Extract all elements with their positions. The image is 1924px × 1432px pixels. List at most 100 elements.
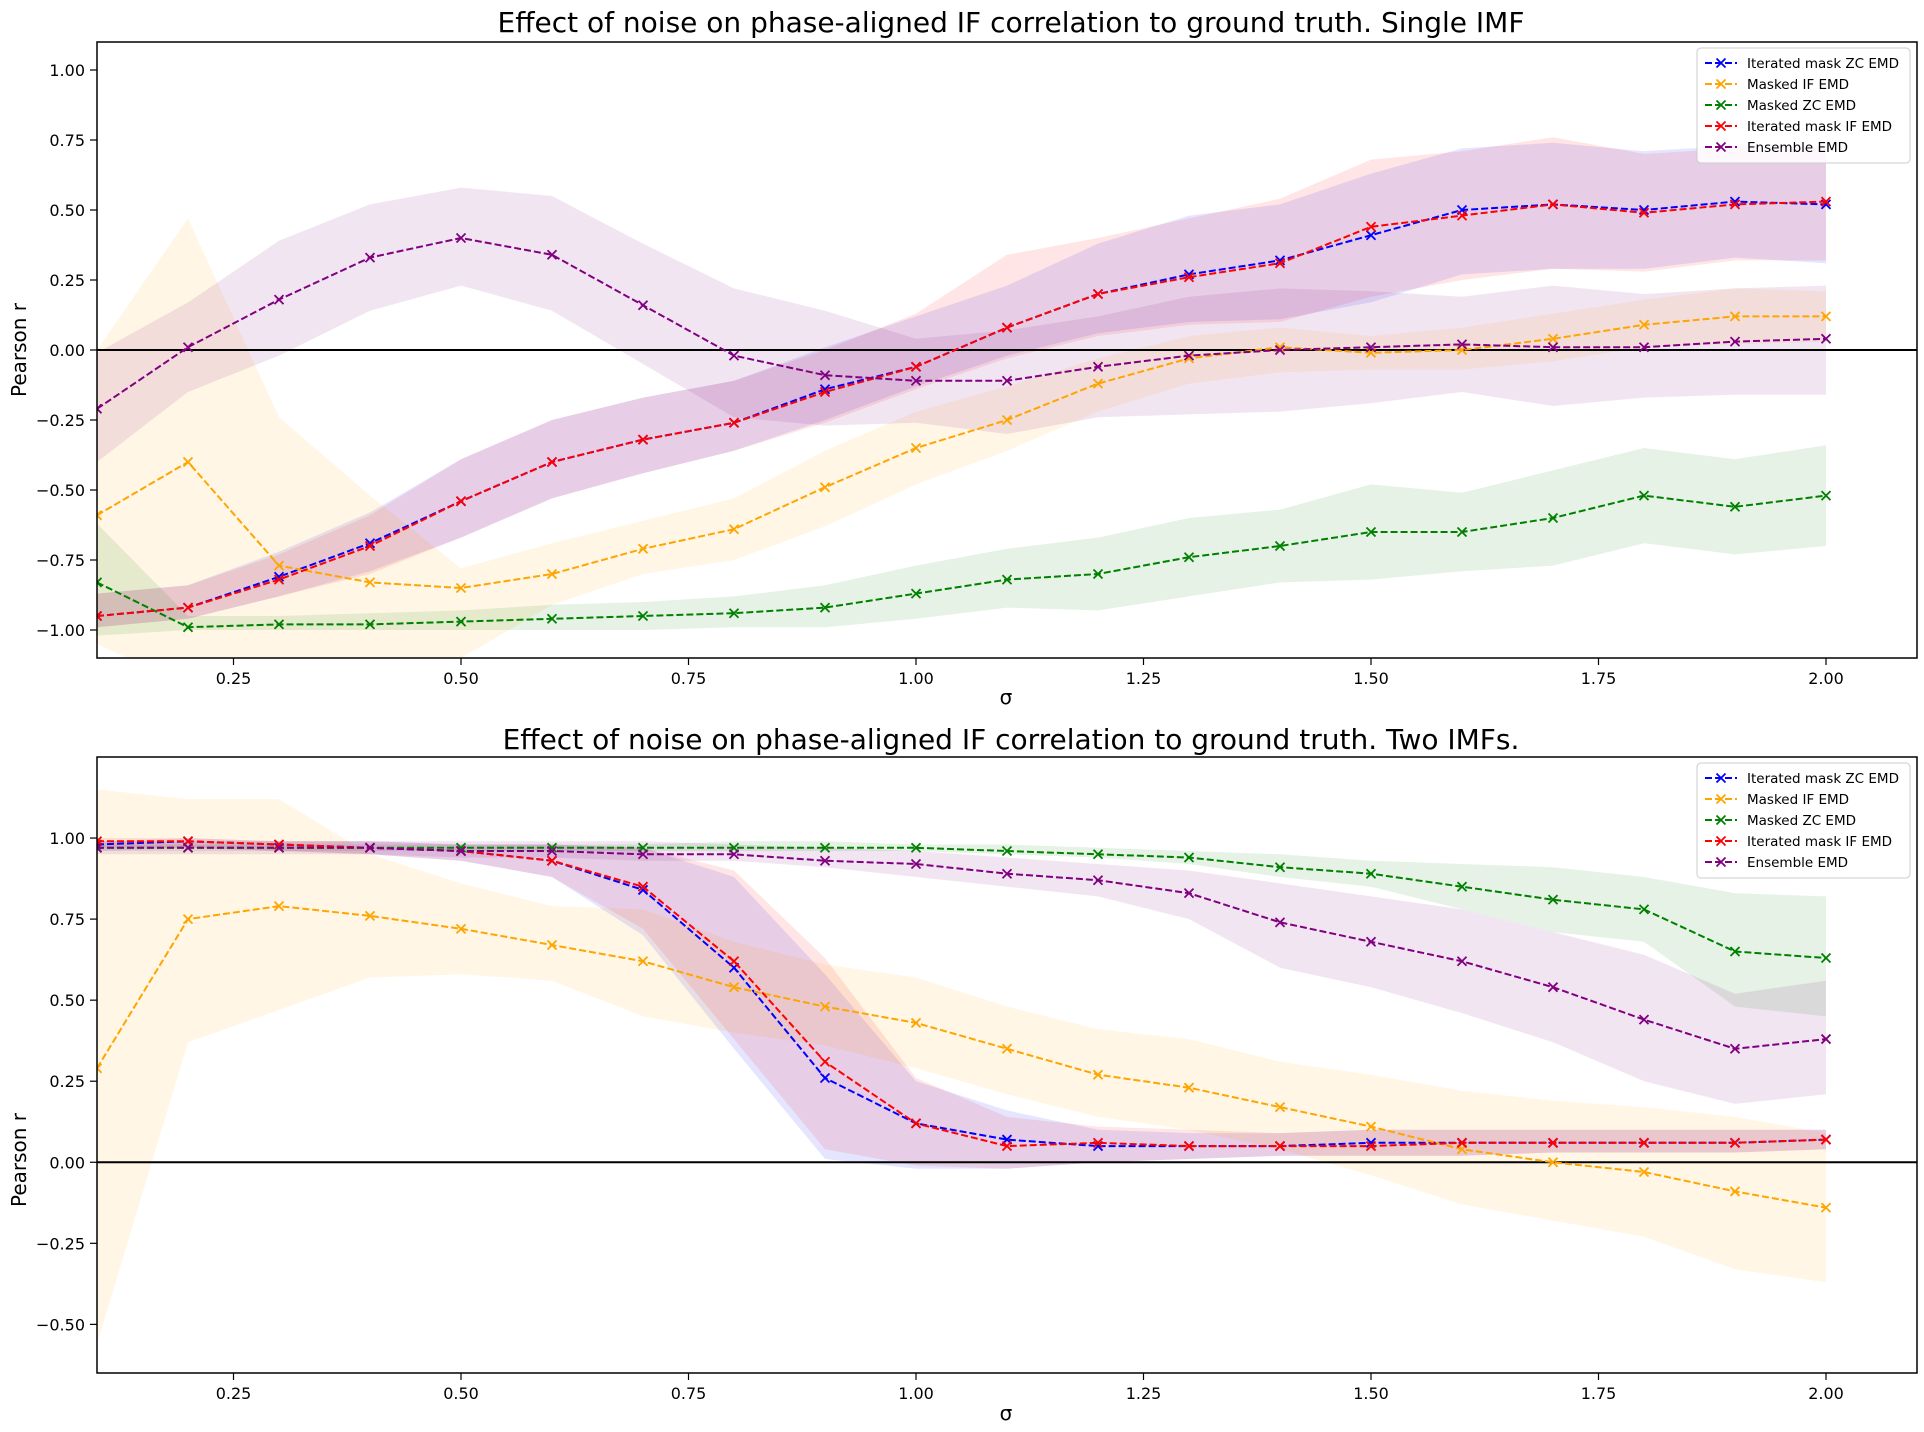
data-point: [1638, 1166, 1650, 1178]
legend-label: Iterated mask ZC EMD: [1747, 771, 1899, 787]
legend-label: Masked IF EMD: [1747, 77, 1849, 93]
data-point: [1092, 875, 1104, 886]
data-point: [910, 442, 922, 454]
data-point: [455, 496, 467, 507]
legend-label: Iterated mask IF EMD: [1747, 119, 1892, 135]
data-point: [1365, 342, 1377, 353]
y-axis-label: Pearson r: [7, 1112, 31, 1207]
x-tick-label: 1.75: [1581, 669, 1617, 688]
data-point: [1092, 378, 1104, 389]
x-tick-label: 2.00: [1808, 669, 1844, 688]
x-tick-label: 0.75: [671, 669, 707, 688]
data-point: [1274, 255, 1286, 266]
data-point: [364, 577, 376, 588]
y-tick-label: 0.75: [49, 910, 85, 929]
data-point: [546, 568, 558, 580]
x-tick-label: 1.00: [898, 1384, 934, 1403]
data-point: [1547, 333, 1559, 344]
data-point: [364, 842, 376, 853]
y-tick-label: 0.25: [49, 271, 85, 290]
confidence-band: [97, 838, 1826, 1169]
y-tick-label: 0.00: [49, 341, 85, 360]
confidence-band: [97, 187, 1826, 462]
data-point: [546, 939, 558, 951]
data-point: [1547, 894, 1559, 905]
data-point: [364, 252, 376, 263]
data-point: [1365, 1121, 1377, 1132]
data-point: [455, 232, 467, 244]
data-point: [1365, 1140, 1377, 1152]
series-line: [97, 236, 1827, 410]
data-point: [1183, 272, 1195, 283]
plot-area: [97, 137, 1917, 658]
confidence-band: [97, 841, 1826, 1104]
confidence-band: [97, 841, 1826, 1017]
data-point: [1456, 1137, 1468, 1148]
data-point: [1729, 946, 1741, 957]
data-point: [1456, 881, 1468, 892]
data-point: [1274, 540, 1286, 552]
data-point: [1274, 862, 1286, 873]
data-point: [546, 456, 558, 468]
data-point: [1547, 1157, 1559, 1168]
data-point: [728, 350, 740, 361]
data-point: [182, 602, 194, 613]
data-point: [910, 375, 922, 386]
y-tick-label: −0.75: [36, 551, 85, 570]
data-point: [273, 574, 285, 585]
data-point: [1547, 982, 1559, 993]
data-point: [1638, 319, 1650, 330]
data-point: [1001, 414, 1013, 426]
legend-label: Ensemble EMD: [1747, 140, 1848, 156]
data-point: [637, 434, 649, 445]
legend-label: Iterated mask ZC EMD: [1747, 56, 1899, 72]
data-point: [819, 1001, 831, 1012]
series-line: [97, 494, 1827, 629]
data-point: [1274, 1140, 1286, 1152]
series-line: [97, 846, 1827, 1050]
y-tick-label: −0.25: [36, 411, 85, 430]
data-point: [637, 956, 649, 967]
y-tick-label: −1.00: [36, 621, 85, 640]
data-point: [910, 361, 922, 372]
data-point: [1729, 1137, 1741, 1148]
data-point: [1638, 342, 1650, 353]
y-tick-label: −0.50: [36, 1315, 85, 1334]
legend-label: Masked ZC EMD: [1747, 813, 1856, 829]
data-point: [1638, 1137, 1650, 1148]
series-line: [97, 905, 1827, 1209]
data-point: [97, 1063, 103, 1074]
legend-marker: [1715, 57, 1727, 69]
data-point: [1092, 1137, 1104, 1148]
data-point: [637, 884, 649, 896]
y-tick-label: −0.50: [36, 481, 85, 500]
data-point: [1183, 350, 1195, 361]
data-point: [637, 610, 649, 622]
x-tick-label: 0.25: [216, 1384, 252, 1403]
legend-marker: [1715, 814, 1727, 826]
data-point: [1274, 258, 1286, 269]
data-point: [1001, 574, 1013, 585]
data-point: [182, 913, 194, 925]
data-point: [1729, 1043, 1741, 1054]
data-point: [1183, 888, 1195, 899]
data-point: [1456, 339, 1468, 350]
data-point: [273, 619, 285, 630]
data-point: [1092, 568, 1104, 580]
data-point: [1547, 199, 1559, 210]
data-point: [1820, 1033, 1832, 1045]
data-point: [97, 510, 103, 521]
legend: Iterated mask ZC EMD Masked IF EMD Masked …: [1696, 47, 1911, 164]
data-point: [728, 849, 740, 860]
x-tick-label: 0.75: [671, 1384, 707, 1403]
data-point: [1729, 336, 1741, 347]
legend-label: Masked IF EMD: [1747, 792, 1849, 808]
data-point: [819, 482, 831, 493]
x-tick-label: 0.50: [443, 669, 479, 688]
x-axis-label: σ: [1000, 685, 1013, 709]
data-point: [819, 602, 831, 613]
data-point: [1547, 342, 1559, 353]
data-point: [455, 923, 467, 934]
data-point: [910, 588, 922, 599]
